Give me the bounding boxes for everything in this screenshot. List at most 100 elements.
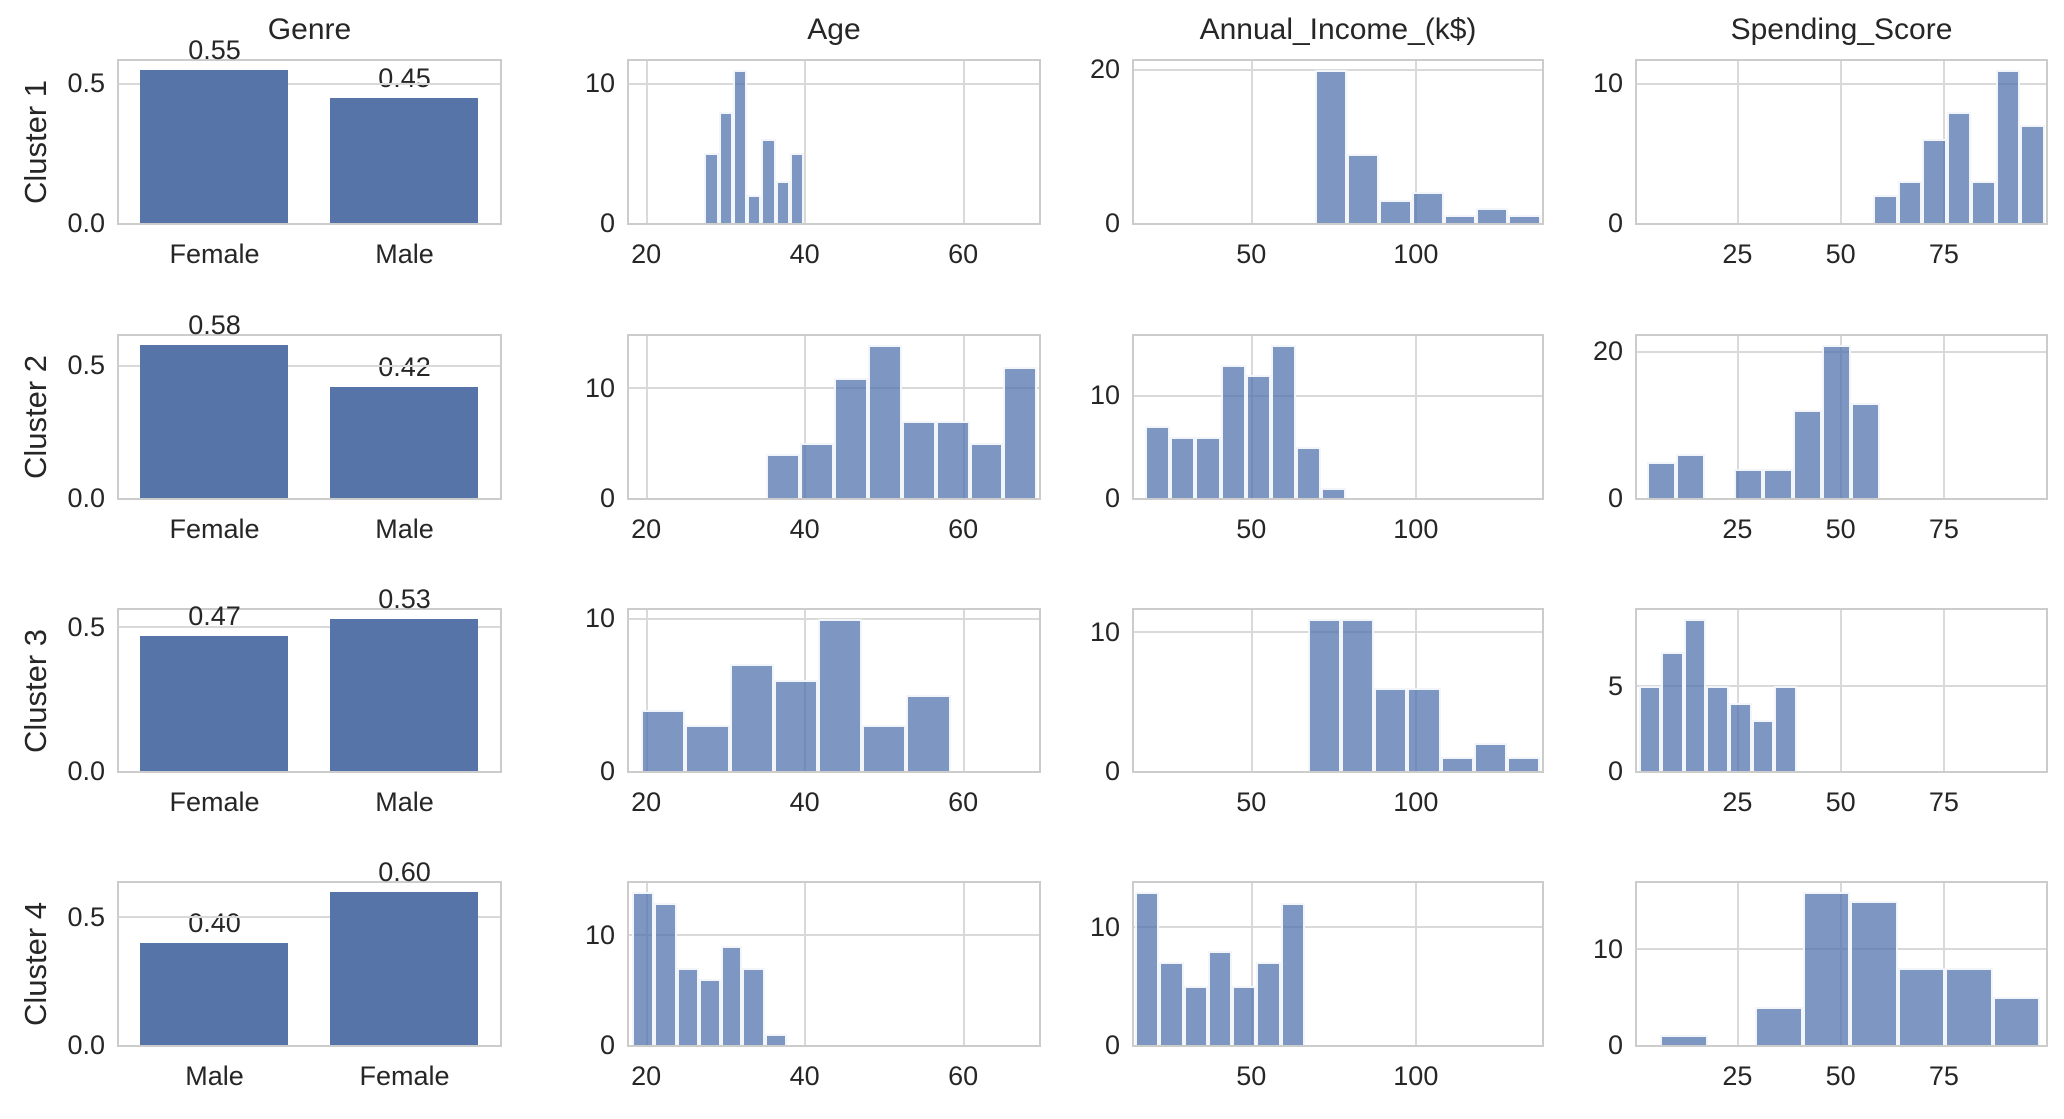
- x-tick-label: 60: [948, 239, 979, 269]
- gridline-x: [1840, 61, 1843, 223]
- x-tick-label: 100: [1393, 239, 1439, 269]
- x-tick-label: 25: [1722, 787, 1753, 817]
- histogram-bar: [704, 153, 719, 223]
- histogram-bar: [1638, 686, 1662, 771]
- y-tick-label: 0: [599, 1029, 615, 1060]
- histogram-bar: [1440, 757, 1474, 771]
- gridline-x: [1415, 883, 1418, 1045]
- y-tick-label: 0.5: [67, 901, 105, 932]
- column-title-annual-income: Annual_Income_(k$): [1199, 13, 1477, 46]
- gridline-x: [962, 883, 965, 1045]
- histogram-bar: [1280, 903, 1306, 1045]
- histogram-bar: [1347, 154, 1380, 223]
- y-tick-label: 0.5: [67, 611, 105, 642]
- y-tick-label: 0.0: [67, 755, 105, 786]
- x-category-label: Female: [169, 514, 260, 544]
- y-tick-label: 10: [584, 372, 615, 403]
- subplot-cluster3-genre: [117, 608, 502, 773]
- histogram-bar: [1340, 618, 1375, 771]
- x-category-label: Male: [375, 787, 434, 817]
- x-tick-label: 50: [1825, 1061, 1856, 1091]
- subplot-cluster3-annual-income: [1132, 608, 1544, 773]
- subplot-cluster2-spending-score: [1635, 334, 2048, 500]
- x-tick-label: 50: [1236, 239, 1267, 269]
- histogram-bar: [1971, 181, 1996, 223]
- gridline-y: [629, 82, 1039, 85]
- histogram-bar: [1755, 1006, 1803, 1045]
- gridline-y: [629, 934, 1039, 937]
- gridline-x: [645, 610, 648, 771]
- y-tick-label: 20: [1592, 336, 1623, 367]
- gridline-x: [645, 336, 648, 498]
- histogram-bar: [1295, 446, 1322, 498]
- histogram-bar: [1476, 207, 1509, 223]
- histogram-bar: [1411, 192, 1444, 223]
- column-title-genre: Genre: [267, 13, 352, 46]
- bar-value-label: 0.60: [378, 857, 431, 888]
- bar-value-label: 0.55: [188, 35, 241, 66]
- x-tick-label: 20: [631, 239, 662, 269]
- y-tick-label: 0: [1104, 482, 1120, 513]
- gridline-x: [1415, 336, 1418, 498]
- histogram-bar: [818, 618, 863, 771]
- genre-bar: [329, 618, 479, 771]
- histogram-bar: [718, 111, 733, 223]
- histogram-bar: [720, 946, 743, 1045]
- histogram-bar: [1897, 181, 1923, 223]
- histogram-bar: [685, 725, 730, 771]
- histogram-bar: [1850, 403, 1880, 498]
- x-tick-label: 50: [1825, 239, 1856, 269]
- x-category-label: Female: [359, 1061, 450, 1091]
- x-tick-label: 75: [1928, 239, 1959, 269]
- bar-value-label: 0.40: [188, 908, 241, 939]
- histogram-bar: [1734, 468, 1764, 498]
- genre-bar: [139, 344, 289, 498]
- x-tick-label: 20: [631, 787, 662, 817]
- histogram-bar: [1232, 986, 1257, 1045]
- subplot-cluster4-genre: [117, 881, 502, 1047]
- column-title-spending-score: Spending_Score: [1730, 13, 1953, 46]
- gridline-x: [1415, 61, 1418, 223]
- histogram-bar: [1195, 436, 1221, 498]
- gridline-x: [645, 61, 648, 223]
- y-tick-label: 0: [599, 482, 615, 513]
- x-tick-label: 20: [631, 514, 662, 544]
- histogram-bar: [761, 139, 776, 223]
- y-tick-label: 0: [1607, 482, 1623, 513]
- histogram-bar: [766, 454, 801, 498]
- gridline-x: [1736, 61, 1739, 223]
- gridline-y: [629, 387, 1039, 390]
- gridline-x: [962, 61, 965, 223]
- histogram-bar: [732, 69, 748, 223]
- x-category-label: Male: [185, 1061, 244, 1091]
- y-tick-label: 10: [1592, 933, 1623, 964]
- histogram-bar: [1751, 720, 1775, 771]
- histogram-bar: [862, 725, 907, 771]
- histogram-bar: [1660, 1035, 1708, 1045]
- gridline-x: [1840, 610, 1843, 771]
- x-tick-label: 50: [1825, 787, 1856, 817]
- histogram-bar: [1443, 215, 1477, 223]
- histogram-bar: [1873, 195, 1898, 223]
- bar-value-label: 0.45: [378, 63, 431, 94]
- subplot-cluster1-genre: [117, 59, 502, 225]
- y-tick-label: 10: [584, 919, 615, 950]
- x-tick-label: 100: [1393, 1061, 1439, 1091]
- gridline-x: [1943, 883, 1946, 1045]
- histogram-bar: [1508, 215, 1541, 223]
- genre-bar: [329, 97, 479, 223]
- gridline-x: [1250, 883, 1253, 1045]
- histogram-bar: [747, 195, 762, 223]
- genre-bar: [329, 891, 479, 1045]
- histogram-bar: [698, 979, 721, 1045]
- histogram-bar: [640, 710, 686, 771]
- y-tick-label: 0: [1104, 1029, 1120, 1060]
- x-tick-label: 75: [1928, 514, 1959, 544]
- x-category-label: Male: [375, 514, 434, 544]
- x-tick-label: 50: [1236, 1061, 1267, 1091]
- y-tick-label: 0: [1104, 207, 1120, 238]
- x-category-label: Female: [169, 239, 260, 269]
- histogram-bar: [2020, 125, 2045, 223]
- bar-value-label: 0.53: [378, 584, 431, 615]
